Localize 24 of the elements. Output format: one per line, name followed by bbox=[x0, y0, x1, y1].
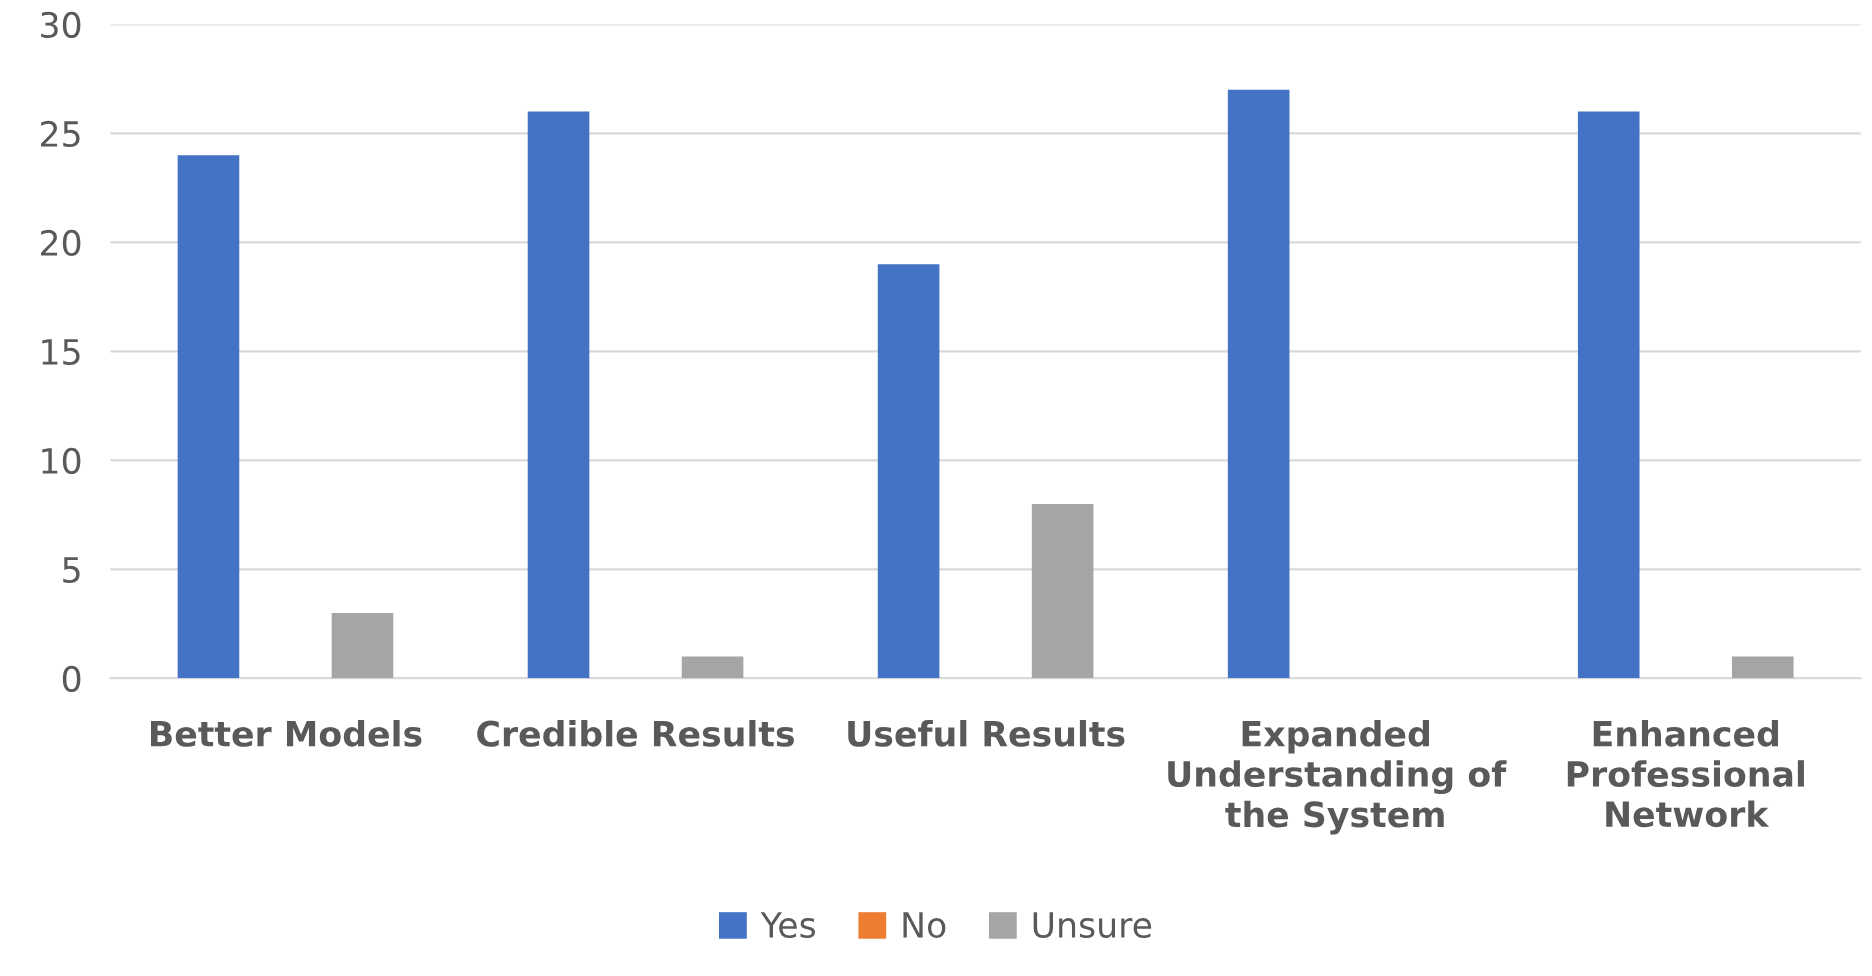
x-tick-label: Enhanced Professional Network bbox=[1567, 719, 1804, 828]
bar bbox=[877, 264, 940, 679]
y-tick-label: 25 bbox=[41, 120, 80, 148]
x-tick-label: Credible Results bbox=[477, 719, 794, 747]
y-tick-label: 5 bbox=[63, 557, 80, 584]
y-tick-label: 10 bbox=[42, 447, 81, 475]
y-tick-label: 30 bbox=[41, 11, 81, 39]
y-tick-label: 0 bbox=[62, 665, 81, 693]
bar bbox=[331, 612, 394, 679]
bar bbox=[1731, 656, 1794, 679]
bar bbox=[1577, 111, 1640, 679]
bar bbox=[527, 111, 590, 679]
x-tick-label: Useful Results bbox=[848, 719, 1125, 747]
bar bbox=[681, 656, 744, 679]
y-tick-label: 20 bbox=[41, 229, 81, 257]
x-tick-label: Expanded Understanding of the System bbox=[1168, 719, 1507, 835]
legend-label: Unsure bbox=[1033, 912, 1152, 939]
bar bbox=[177, 155, 240, 679]
x-tick-label: Better Models bbox=[150, 719, 422, 747]
y-tick-label: 15 bbox=[42, 339, 80, 366]
legend-label: No bbox=[903, 912, 946, 939]
bar bbox=[1227, 89, 1290, 679]
legend-label: Yes bbox=[760, 912, 816, 939]
bar bbox=[1031, 503, 1094, 679]
